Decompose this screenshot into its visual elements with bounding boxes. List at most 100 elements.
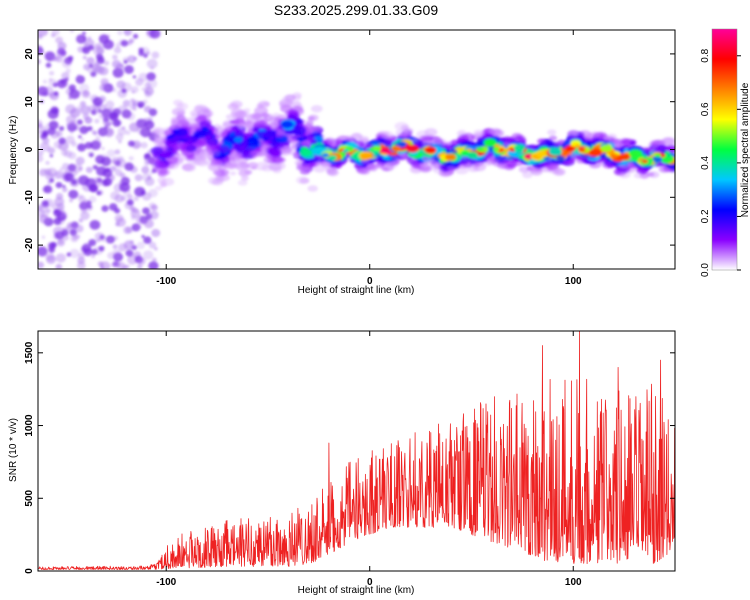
noise-blob <box>124 162 134 171</box>
ridge-blob <box>310 105 323 113</box>
ridge-blob <box>418 149 425 154</box>
noise-blob <box>151 51 160 59</box>
ridge-blob <box>445 153 457 161</box>
noise-blob <box>113 46 122 54</box>
noise-blob <box>126 112 136 121</box>
noise-blob <box>105 100 115 109</box>
ridge-blob <box>160 151 172 158</box>
noise-blob <box>133 33 139 39</box>
ridge-blob <box>661 137 675 146</box>
noise-blob <box>133 56 138 61</box>
noise-blob <box>54 170 65 179</box>
noise-blob <box>143 105 152 113</box>
noise-blob <box>50 130 60 139</box>
noise-blob <box>49 154 54 158</box>
noise-blob <box>147 216 152 220</box>
ridge-blob <box>252 113 262 119</box>
noise-blob <box>133 196 139 202</box>
snr-ytick-label: 0 <box>24 568 35 574</box>
ridge-blob <box>214 176 225 183</box>
snr-xtick-label: -100 <box>156 577 176 588</box>
ridge-blob <box>398 152 407 158</box>
ridge-blob <box>553 141 563 147</box>
ridge-blob <box>237 123 246 129</box>
noise-blob <box>117 105 128 115</box>
noise-blob <box>106 179 112 185</box>
ridge-blob <box>249 150 260 157</box>
noise-blob <box>57 41 67 51</box>
noise-blob <box>56 48 67 58</box>
ridge-blob <box>574 144 581 149</box>
ridge-blob <box>254 120 268 129</box>
noise-blob <box>123 240 135 250</box>
figure-title: S233.2025.299.01.33.G09 <box>274 2 438 18</box>
noise-blob <box>64 150 73 158</box>
noise-blob <box>117 30 123 36</box>
noise-blob <box>81 90 91 99</box>
ridge-blob <box>396 141 407 148</box>
ridge-blob <box>238 170 248 176</box>
ridge-blob <box>159 169 168 175</box>
snr-xtick-label: 0 <box>367 577 373 588</box>
ridge-blob <box>291 100 302 108</box>
noise-blob <box>62 234 69 241</box>
noise-blob <box>57 203 65 210</box>
noise-blob <box>71 179 78 185</box>
ridge-blob <box>492 146 500 152</box>
noise-blob <box>151 228 161 238</box>
noise-blob <box>142 250 154 260</box>
ridge-blob <box>176 111 185 117</box>
ridge-blob <box>150 146 164 155</box>
signal-ridge <box>149 92 675 192</box>
noise-blob <box>154 247 158 251</box>
ridge-blob <box>373 164 382 169</box>
noise-blob <box>82 55 87 60</box>
noise-blob <box>113 235 119 241</box>
noise-blob <box>100 153 108 161</box>
noise-blob <box>135 78 144 86</box>
noise-blob <box>65 104 76 115</box>
colorbar-tick-label: 0.6 <box>700 102 711 116</box>
ridge-blob <box>603 135 612 141</box>
noise-blob <box>38 44 43 52</box>
noise-blob <box>78 175 90 186</box>
noise-blob <box>152 257 157 262</box>
ridge-blob <box>300 146 308 152</box>
noise-blob <box>112 249 121 257</box>
noise-blob <box>45 123 49 127</box>
noise-blob <box>127 55 136 64</box>
noise-blob <box>133 142 140 149</box>
noise-blob <box>132 75 137 79</box>
noise-blob <box>59 126 65 131</box>
snr-series-line <box>38 331 675 570</box>
ridge-blob <box>227 103 239 111</box>
ridge-blob <box>229 119 236 124</box>
ridge-blob <box>391 145 402 152</box>
spectrogram-ytick-label: 10 <box>24 96 35 108</box>
colorbar-bar <box>711 28 738 271</box>
ridge-blob <box>187 140 194 145</box>
snr-ytick-label: 500 <box>24 489 35 506</box>
noise-blob <box>119 182 131 193</box>
ridge-blob <box>258 100 270 108</box>
snr-ytick-label: 1000 <box>24 414 35 437</box>
noise-blob <box>76 35 84 43</box>
noise-blob <box>112 244 118 249</box>
snr-xlabel: Height of straight line (km) <box>298 585 415 596</box>
ridge-blob <box>172 135 181 141</box>
spectrogram-ylabel: Frequency (Hz) <box>8 116 19 185</box>
noise-blob <box>42 79 48 84</box>
ridge-blob <box>245 137 260 147</box>
noise-blob <box>69 248 80 259</box>
noise-blob <box>94 106 102 114</box>
ridge-blob <box>495 131 503 137</box>
noise-blob <box>98 95 106 103</box>
ridge-blob <box>216 126 224 132</box>
ridge-blob <box>538 138 545 143</box>
ridge-blob <box>175 128 189 137</box>
noise-blob <box>125 130 131 135</box>
noise-blob <box>148 261 159 269</box>
noise-blob <box>77 143 87 152</box>
noise-blob <box>137 264 143 269</box>
noise-blob <box>55 36 63 44</box>
